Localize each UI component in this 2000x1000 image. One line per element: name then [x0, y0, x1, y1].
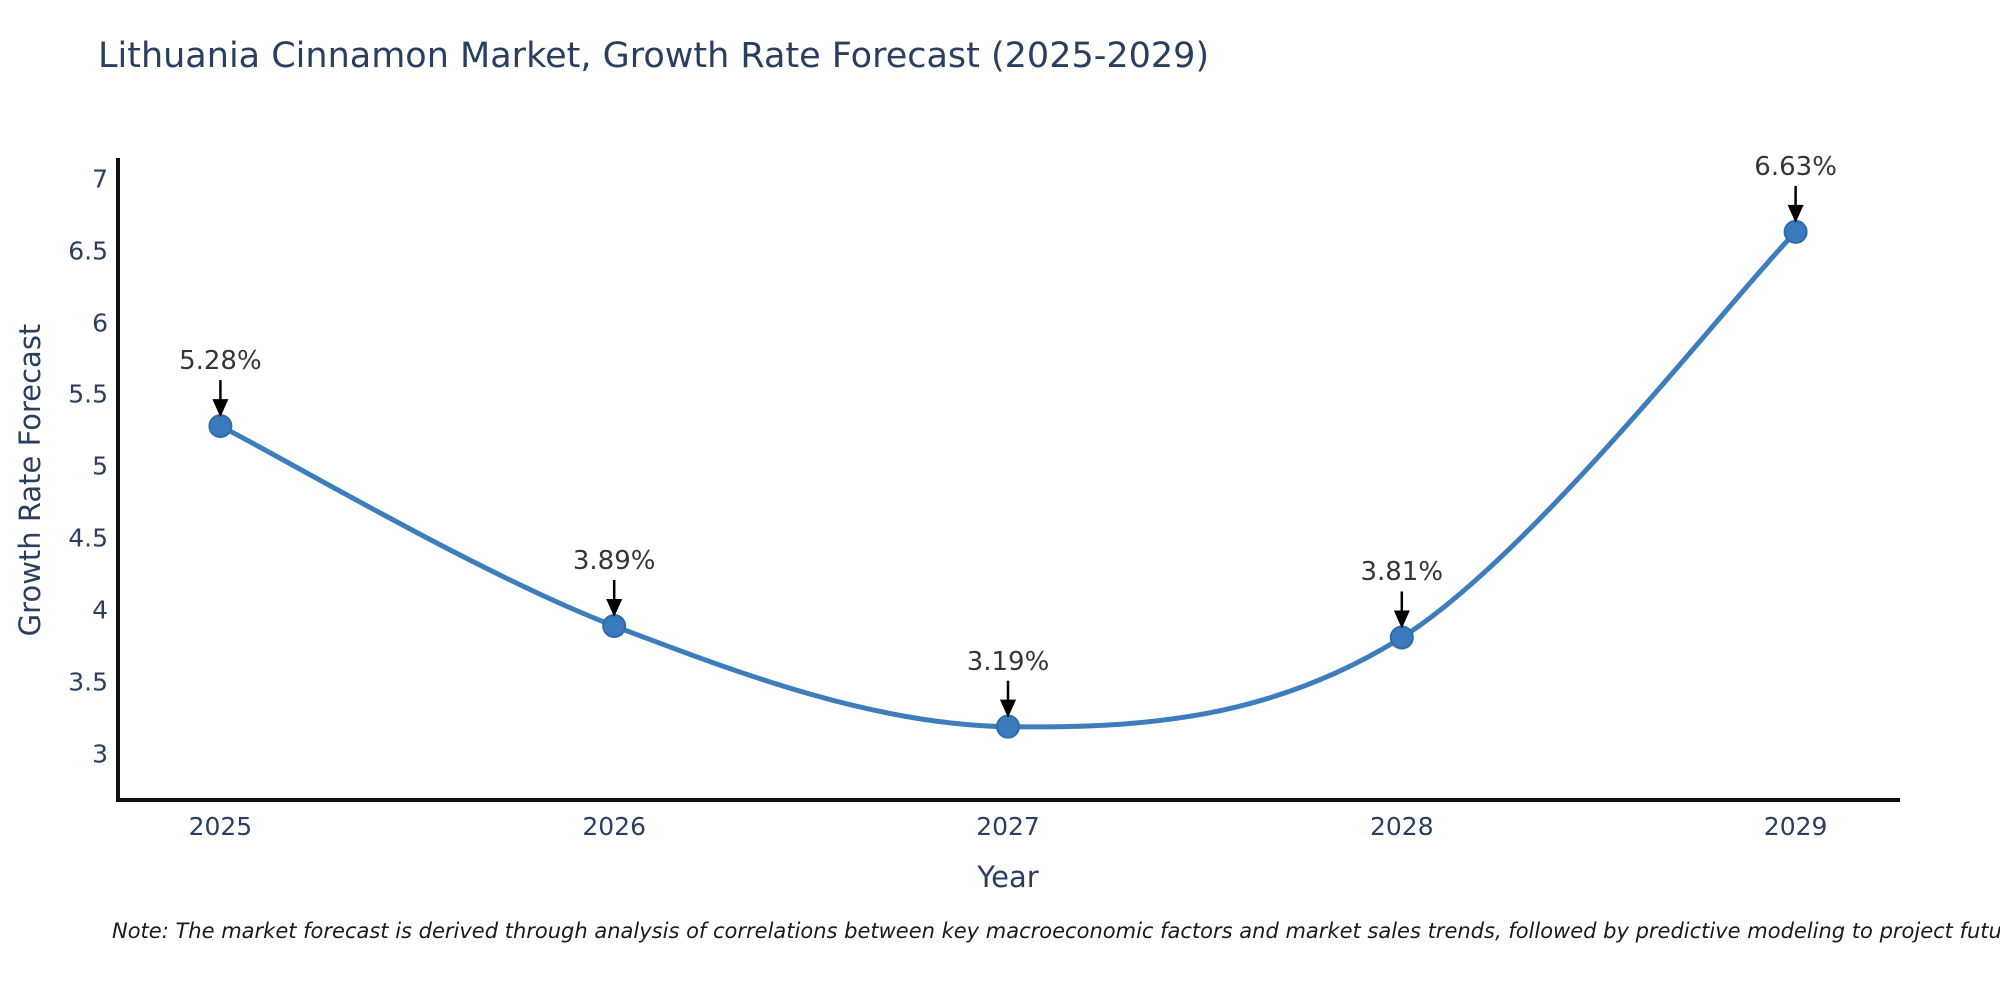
point-annotation-label: 3.19% [966, 646, 1050, 677]
point-annotation-label: 3.81% [1360, 557, 1444, 588]
footnote: Note: The market forecast is derived thr… [112, 919, 2000, 943]
y-tick-label: 3 [92, 739, 108, 769]
x-tick-label: 2029 [1763, 812, 1828, 841]
x-tick-label: 2026 [582, 812, 646, 841]
x-tick-label: 2028 [1369, 812, 1434, 841]
y-tick-label: 5.5 [68, 379, 108, 409]
x-tick-label: 2027 [976, 812, 1040, 841]
y-tick-label: 6 [92, 308, 108, 338]
x-axis-title: Year [977, 860, 1039, 894]
x-tick-label: 2025 [188, 812, 253, 841]
y-tick-label: 4 [92, 595, 108, 625]
point-annotation-label: 5.28% [179, 346, 262, 377]
annotation-arrows [212, 185, 1804, 718]
point-annotation-label: 3.89% [572, 545, 656, 576]
axis-lines [116, 158, 1900, 802]
y-tick-label: 3.5 [68, 667, 108, 697]
y-tick-label: 5 [92, 451, 108, 481]
y-tick-label: 4.5 [68, 523, 108, 553]
chart-title: Lithuania Cinnamon Market, Growth Rate F… [98, 36, 1210, 76]
y-tick-label: 6.5 [68, 236, 108, 266]
point-annotation-label: 6.63% [1754, 151, 1837, 182]
y-tick-label: 7 [92, 164, 108, 194]
